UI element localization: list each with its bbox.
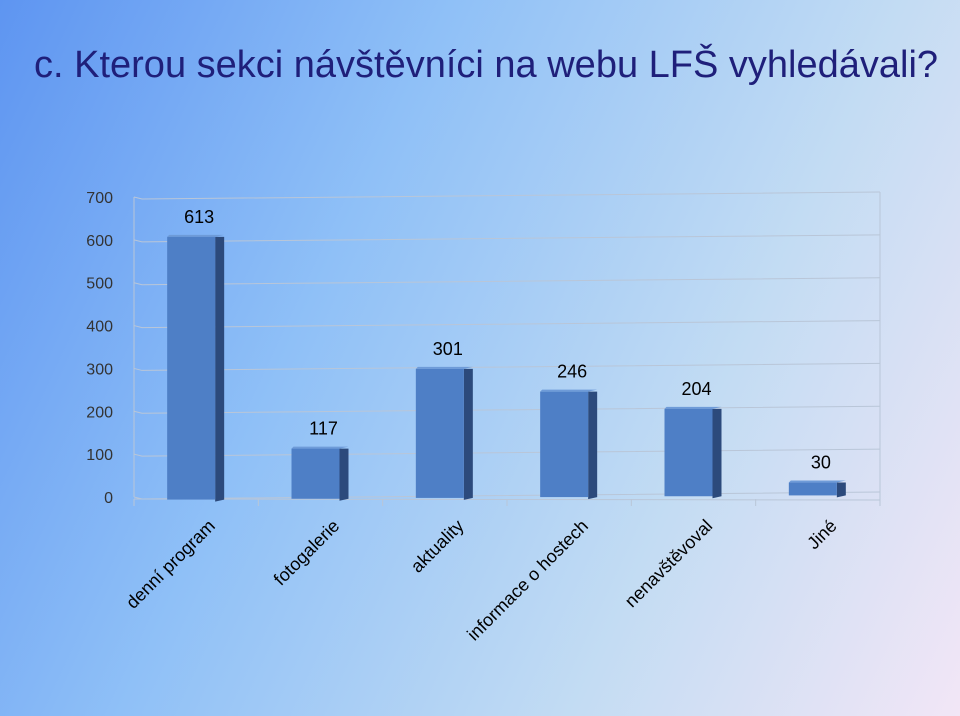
slide-title: c. Kterou sekci návštěvníci na webu LFŠ … [34,44,939,86]
bar [664,408,713,497]
y-tick-label: 500 [86,276,113,293]
y-tick-label: 600 [86,233,113,250]
bar-top [291,446,349,449]
bar [415,368,464,498]
gridline [133,234,881,243]
bar-side [463,368,473,500]
data-label: 613 [184,207,214,227]
data-label: 204 [681,379,711,399]
gridline [133,448,881,457]
data-label: 117 [309,419,338,439]
x-category-label: fotogalerie [270,516,344,590]
bar-top [167,234,225,237]
bar-side [588,391,598,500]
bar-top [415,366,473,369]
gridline [133,191,881,200]
data-label: 246 [557,362,587,382]
gridline [133,362,881,371]
gridline [133,405,881,414]
y-tick-label: 400 [86,319,113,336]
gridline [133,320,881,329]
bar-side [339,448,349,501]
x-category-label: Jiné [803,516,840,553]
bar-top [788,480,846,483]
data-label: 301 [433,339,463,359]
x-category-label: informace o hostech [463,516,592,645]
x-category-label: denní program [122,516,219,613]
y-tick-label: 100 [86,447,113,464]
bar-top [540,389,598,392]
x-category-label: aktuality [407,516,468,577]
bar [540,391,589,498]
gridline [133,491,881,500]
bar-side [215,236,225,502]
bar-top [664,406,722,409]
gridline [133,277,881,286]
bar [167,236,216,500]
bar-side [712,408,722,499]
y-tick-label: 300 [86,361,113,378]
x-category-label: nenavštěvoval [621,516,717,612]
data-label: 30 [811,453,831,473]
bar [291,448,340,499]
y-tick-label: 0 [104,490,113,507]
bar [788,482,837,496]
bar-side [836,482,846,498]
y-tick-label: 200 [86,404,113,421]
y-tick-label: 700 [86,190,113,207]
